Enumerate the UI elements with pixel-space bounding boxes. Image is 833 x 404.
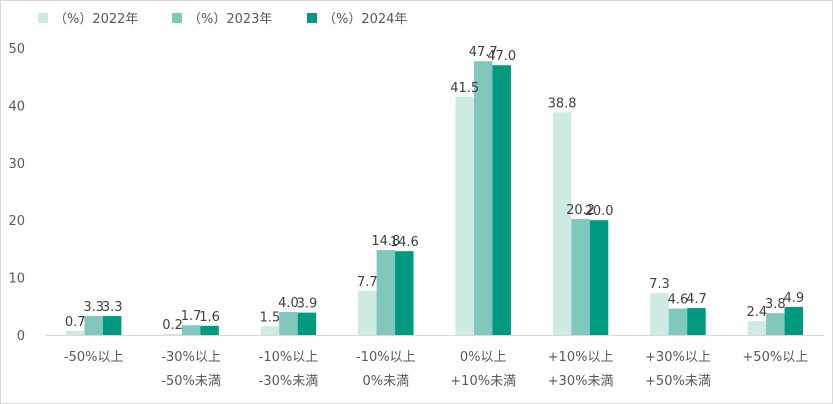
category-label: +30%以上 <box>645 350 711 365</box>
bar-3 <box>784 306 804 335</box>
data-label: 2.4 <box>746 305 767 320</box>
y-tick-label: 10 <box>8 272 25 287</box>
data-label: 3.3 <box>102 300 123 315</box>
category-label: -50%未満 <box>161 374 221 389</box>
data-label: 4.0 <box>278 296 299 311</box>
bar-1 <box>552 112 572 336</box>
data-label: 0.2 <box>162 318 183 333</box>
bar-3 <box>687 308 706 335</box>
bar-3 <box>492 65 511 335</box>
x-axis: -50%以上 -30%以上 -50%未満 -10%以上 -30%未満 -10%以上 0%未満… <box>64 350 808 389</box>
category-label: +50%未満 <box>645 374 711 389</box>
bar-1 <box>358 290 377 335</box>
data-label: 47.0 <box>487 49 516 64</box>
legend-item: （%）2024年 <box>307 12 407 27</box>
bar-2 <box>376 250 396 335</box>
category-label: -50%以上 <box>64 350 124 365</box>
bar-1 <box>747 321 767 335</box>
legend-label: （%）2024年 <box>323 12 407 27</box>
category-label: -10%以上 <box>259 350 319 365</box>
data-label: 47.7 <box>469 45 498 60</box>
bar-3 <box>102 316 122 335</box>
y-tick-label: 0 <box>17 329 25 344</box>
data-label: 4.9 <box>783 291 804 306</box>
data-label: 3.3 <box>83 300 104 315</box>
legend-item: （%）2023年 <box>172 12 272 27</box>
bar-1 <box>455 96 474 335</box>
category-label: -30%未満 <box>259 374 319 389</box>
bar-2 <box>668 308 688 335</box>
bar-2 <box>766 313 785 335</box>
y-tick-label: 20 <box>8 214 25 229</box>
bars <box>65 61 804 336</box>
bar-1 <box>65 330 85 335</box>
data-label: 3.8 <box>765 297 786 312</box>
bar-3 <box>200 325 219 335</box>
bar-1 <box>163 333 182 335</box>
bar-1 <box>650 293 669 335</box>
legend-swatch <box>172 13 182 23</box>
category-label: 0%以上 <box>460 350 507 365</box>
data-label: 1.5 <box>260 310 281 325</box>
category-label: +30%未満 <box>548 374 614 389</box>
data-label: 1.6 <box>199 310 220 325</box>
data-label: 4.7 <box>686 292 707 307</box>
category-label: 0%未満 <box>363 374 410 389</box>
legend-label: （%）2023年 <box>188 12 272 27</box>
category-label: +10%未満 <box>450 374 516 389</box>
data-labels: 0.73.33.30.21.71.6 1.54.03.97.714.814.641… <box>65 45 804 333</box>
data-label: 20.2 <box>566 203 595 218</box>
bar-2 <box>571 219 590 335</box>
bar-3 <box>297 312 317 335</box>
data-label: 7.3 <box>649 277 670 292</box>
category-label: -30%以上 <box>161 350 221 365</box>
bar-2 <box>84 316 103 335</box>
data-label: 4.6 <box>668 293 689 308</box>
data-label: 20.0 <box>585 204 614 219</box>
data-label: 7.7 <box>357 275 378 290</box>
bar-2 <box>279 312 298 335</box>
y-tick-label: 50 <box>8 42 25 57</box>
bar-1 <box>260 326 280 335</box>
category-label: -10%以上 <box>356 350 416 365</box>
bar-3 <box>589 220 609 335</box>
bar-3 <box>395 251 414 335</box>
legend-item: （%）2022年 <box>38 12 138 27</box>
y-tick-label: 30 <box>8 157 25 172</box>
data-label: 38.8 <box>548 96 577 111</box>
data-label: 41.5 <box>450 81 479 96</box>
data-label: 0.7 <box>65 315 86 330</box>
data-label: 14.8 <box>371 234 400 249</box>
data-label: 1.7 <box>181 309 202 324</box>
category-label: +10%以上 <box>548 350 614 365</box>
legend: （%）2022年 （%）2023年 （%）2024年 <box>38 12 407 27</box>
data-label: 3.9 <box>297 297 318 312</box>
legend-label: （%）2022年 <box>54 12 138 27</box>
data-label: 14.6 <box>390 235 419 250</box>
bar-2 <box>473 61 493 336</box>
legend-swatch <box>307 13 317 23</box>
legend-swatch <box>38 13 48 23</box>
category-label: +50%以上 <box>742 350 808 365</box>
y-tick-label: 40 <box>8 99 25 114</box>
bar-2 <box>181 325 201 335</box>
y-axis: 0 10 20 30 40 50 <box>8 42 824 344</box>
